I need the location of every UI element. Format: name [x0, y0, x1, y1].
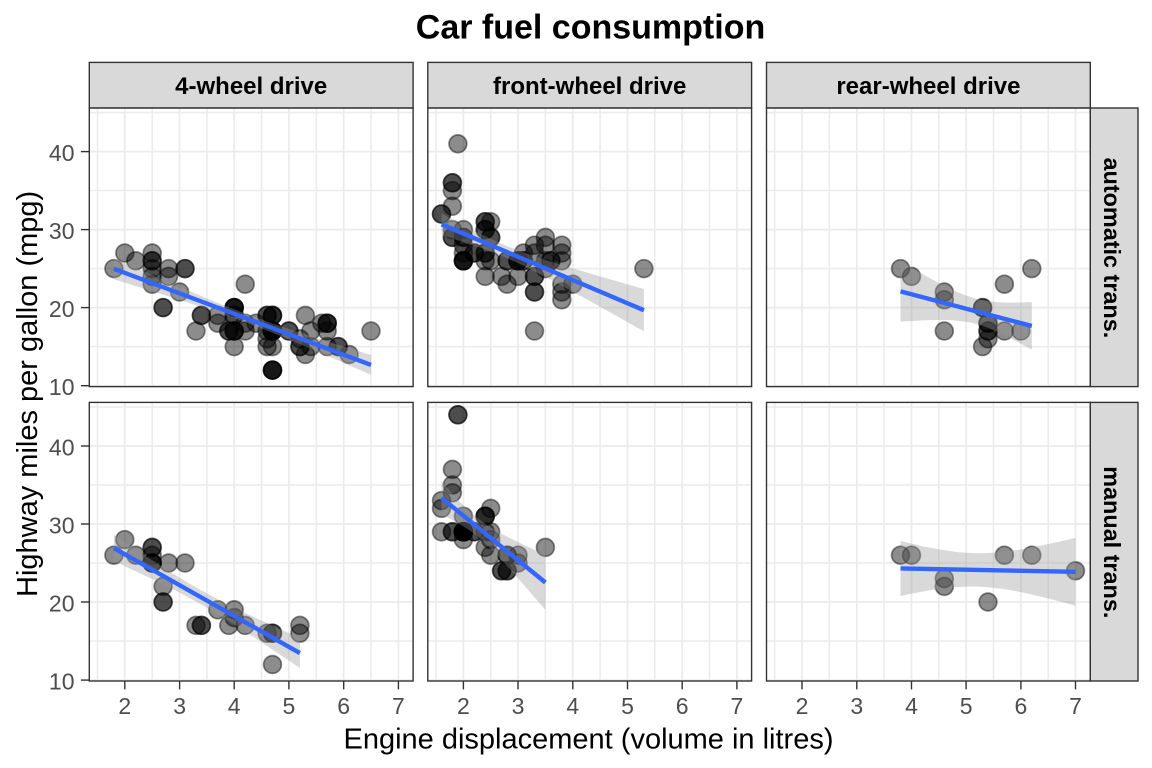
- svg-text:automatic trans.: automatic trans.: [1099, 158, 1125, 339]
- svg-text:3: 3: [173, 693, 186, 719]
- svg-text:20: 20: [49, 590, 75, 616]
- svg-text:10: 10: [49, 668, 75, 694]
- svg-text:2: 2: [457, 693, 470, 719]
- svg-text:2: 2: [796, 693, 809, 719]
- svg-text:4-wheel drive: 4-wheel drive: [175, 73, 327, 100]
- svg-text:Highway miles per gallon (mpg): Highway miles per gallon (mpg): [12, 191, 44, 597]
- svg-text:6: 6: [676, 693, 689, 719]
- svg-text:3: 3: [512, 693, 525, 719]
- svg-text:manual trans.: manual trans.: [1099, 466, 1125, 618]
- svg-text:front-wheel drive: front-wheel drive: [493, 73, 686, 100]
- svg-text:5: 5: [960, 693, 973, 719]
- svg-text:5: 5: [621, 693, 634, 719]
- svg-text:10: 10: [49, 374, 75, 400]
- svg-text:30: 30: [49, 512, 75, 538]
- svg-text:Car fuel consumption: Car fuel consumption: [416, 9, 765, 47]
- svg-text:30: 30: [49, 218, 75, 244]
- svg-text:40: 40: [49, 140, 75, 166]
- svg-text:4: 4: [228, 693, 241, 719]
- svg-text:Engine displacement (volume in: Engine displacement (volume in litres): [344, 723, 834, 755]
- svg-text:4: 4: [566, 693, 579, 719]
- svg-text:6: 6: [1015, 693, 1028, 719]
- svg-text:7: 7: [1069, 693, 1082, 719]
- svg-text:3: 3: [850, 693, 863, 719]
- svg-text:5: 5: [283, 693, 296, 719]
- svg-text:6: 6: [337, 693, 350, 719]
- svg-text:4: 4: [905, 693, 918, 719]
- svg-text:40: 40: [49, 434, 75, 460]
- svg-text:7: 7: [731, 693, 744, 719]
- svg-text:20: 20: [49, 296, 75, 322]
- svg-text:rear-wheel drive: rear-wheel drive: [836, 73, 1020, 100]
- svg-text:2: 2: [118, 693, 131, 719]
- svg-text:7: 7: [392, 693, 405, 719]
